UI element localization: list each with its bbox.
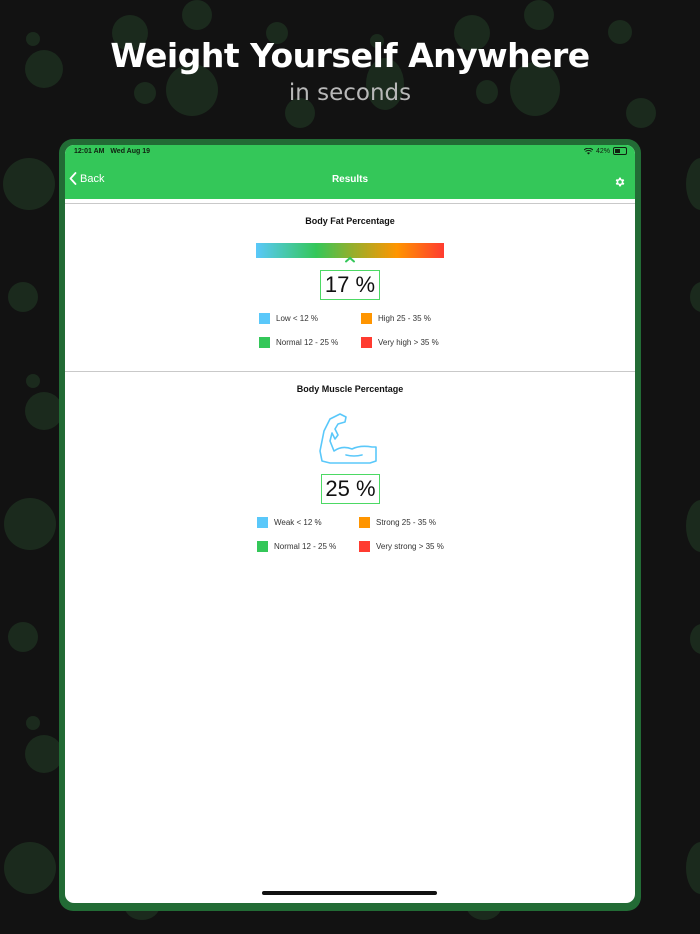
device-frame: 12:01 AM Wed Aug 19 42% Back Results xyxy=(59,139,641,911)
battery-percent: 42% xyxy=(595,147,610,155)
promo-title: Weight Yourself Anywhere xyxy=(110,36,590,75)
legend-label: Very high > 35 % xyxy=(378,338,439,347)
legend-item: Strong 25 - 35 % xyxy=(359,517,436,528)
legend-item: Very strong > 35 % xyxy=(359,541,444,552)
legend-item: Low < 12 % xyxy=(259,313,318,324)
legend-item: Normal 12 - 25 % xyxy=(257,541,336,552)
wifi-icon xyxy=(583,147,593,154)
legend-label: Very strong > 35 % xyxy=(376,542,444,551)
chevron-up-marker-icon xyxy=(345,256,355,263)
gear-icon xyxy=(615,177,625,187)
body-muscle-title: Body Muscle Percentage xyxy=(296,384,404,394)
home-indicator[interactable] xyxy=(262,891,437,895)
status-bar-datetime: 12:01 AM Wed Aug 19 xyxy=(74,148,150,155)
body-fat-value: 17 % xyxy=(320,270,380,300)
legend-swatch-blue xyxy=(257,517,268,528)
status-time: 12:01 AM xyxy=(74,148,105,155)
divider xyxy=(65,203,635,204)
body-muscle-value: 25 % xyxy=(321,474,380,504)
legend-label: Normal 12 - 25 % xyxy=(276,338,339,347)
legend-item: Weak < 12 % xyxy=(257,517,322,528)
legend-swatch-orange xyxy=(359,517,370,528)
legend-label: Normal 12 - 25 % xyxy=(274,542,337,551)
legend-label: Strong 25 - 35 % xyxy=(376,518,437,527)
settings-button[interactable] xyxy=(614,175,626,193)
legend-swatch-green xyxy=(259,337,270,348)
legend-item: High 25 - 35 % xyxy=(361,313,431,324)
back-button[interactable]: Back xyxy=(69,172,104,185)
battery-icon xyxy=(613,147,627,155)
chevron-left-icon xyxy=(69,172,77,185)
page-title: Results xyxy=(331,174,369,185)
app-screen: 12:01 AM Wed Aug 19 42% Back Results xyxy=(65,145,635,903)
legend-item: Very high > 35 % xyxy=(361,337,439,348)
flexed-bicep-icon xyxy=(319,413,377,464)
body-fat-title: Body Fat Percentage xyxy=(305,216,395,226)
legend-swatch-red xyxy=(359,541,370,552)
body-fat-gradient-bar xyxy=(256,243,444,258)
legend-swatch-orange xyxy=(361,313,372,324)
legend-swatch-green xyxy=(257,541,268,552)
legend-label: Low < 12 % xyxy=(276,314,319,323)
legend-label: High 25 - 35 % xyxy=(378,314,431,323)
legend-swatch-red xyxy=(361,337,372,348)
legend-item: Normal 12 - 25 % xyxy=(259,337,338,348)
promo-subtitle: in seconds xyxy=(288,80,412,106)
legend-label: Weak < 12 % xyxy=(274,518,322,527)
status-bar-indicators: 42% xyxy=(583,147,627,155)
navigation-bar: 12:01 AM Wed Aug 19 42% Back Results xyxy=(65,145,635,199)
legend-swatch-blue xyxy=(259,313,270,324)
back-label: Back xyxy=(80,172,105,185)
divider xyxy=(65,371,635,372)
status-date: Wed Aug 19 xyxy=(110,148,151,155)
